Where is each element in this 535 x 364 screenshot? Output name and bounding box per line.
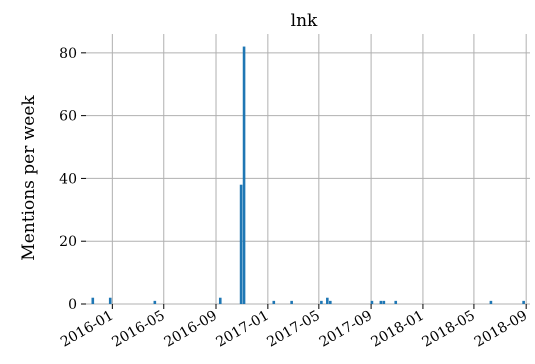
- y-tick-label: 80: [59, 46, 77, 62]
- y-tick-label: 0: [68, 297, 77, 313]
- chart-title: lnk: [291, 11, 318, 31]
- bar: [379, 300, 383, 304]
- bar: [489, 300, 493, 304]
- x-tick-label: 2017-05: [264, 308, 322, 351]
- bar: [239, 184, 243, 304]
- grid-lines: [86, 34, 530, 305]
- x-tick-label: 2017-09: [317, 308, 375, 351]
- x-tick-label: 2016-09: [162, 308, 220, 351]
- bar: [394, 300, 398, 304]
- bar: [522, 300, 525, 304]
- x-tick-label: 2018-05: [420, 308, 478, 351]
- bar: [218, 297, 222, 304]
- axis-ticks: 0204060802016-012016-052016-092017-01201…: [58, 46, 530, 351]
- x-tick-label: 2016-05: [109, 308, 167, 351]
- x-tick-label: 2017-01: [213, 308, 271, 351]
- bar: [290, 300, 293, 304]
- bar: [370, 300, 374, 304]
- bar: [108, 297, 112, 304]
- bar: [153, 300, 157, 304]
- bar: [242, 46, 246, 305]
- bar: [272, 300, 276, 304]
- x-tick-label: 2016-01: [58, 308, 116, 351]
- bar: [329, 300, 332, 304]
- bar: [320, 300, 323, 304]
- x-tick-label: 2018-01: [369, 308, 427, 351]
- x-tick-label: 2018-09: [472, 308, 530, 351]
- bar: [91, 297, 95, 304]
- y-tick-label: 60: [59, 109, 77, 125]
- bar: [326, 297, 329, 304]
- bar: [382, 300, 386, 304]
- y-axis-label: Mentions per week: [19, 95, 39, 261]
- y-tick-label: 20: [59, 234, 77, 250]
- bars: [91, 46, 525, 305]
- y-tick-label: 40: [59, 171, 77, 187]
